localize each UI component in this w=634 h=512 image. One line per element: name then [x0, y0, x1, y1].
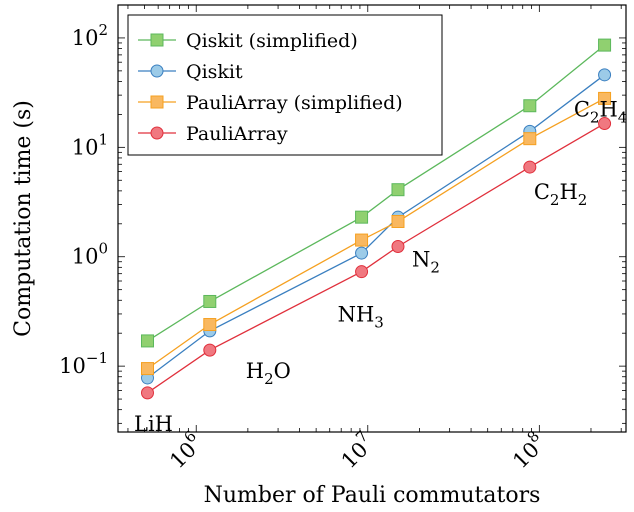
legend-label: Qiskit (simplified)	[186, 30, 358, 52]
data-point	[203, 294, 217, 308]
data-point	[391, 214, 405, 228]
molecule-label: NH3	[338, 303, 384, 332]
data-point	[391, 183, 405, 197]
label-subscript: 2	[578, 191, 588, 209]
legend-label: Qiskit	[186, 61, 243, 83]
data-point	[523, 99, 537, 113]
molecule-label: C2H4	[574, 98, 628, 127]
data-point	[523, 132, 537, 146]
legend-marker	[150, 95, 164, 109]
series-line	[147, 122, 605, 394]
legend-label: PauliArray (simplified)	[186, 92, 403, 114]
data-point	[140, 334, 154, 348]
data-point	[355, 233, 369, 247]
data-point	[140, 362, 154, 376]
legend-marker	[150, 33, 164, 47]
molecule-label: H2O	[246, 359, 291, 388]
legend-label: PauliArray	[186, 123, 288, 145]
plot-frame	[117, 4, 627, 433]
legend-item: PauliArray (simplified)	[138, 92, 403, 114]
y-tick-base: 10	[59, 354, 86, 378]
label-subscript: 2	[590, 109, 600, 127]
data-point	[598, 91, 612, 105]
series-2	[140, 91, 612, 376]
series-0	[140, 38, 612, 348]
y-tick-label: 10−1	[59, 349, 108, 378]
label-text: C	[534, 180, 550, 204]
data-point	[598, 117, 612, 131]
legend: Qiskit (simplified) Qiskit PauliArray (sim…	[127, 14, 443, 156]
series-line	[147, 74, 605, 379]
molecule-label: C2H2	[534, 180, 588, 209]
y-tick-exponent: −1	[86, 349, 108, 367]
label-text: NH	[338, 303, 375, 327]
x-tick-label: 107	[333, 427, 379, 473]
label-text: O	[274, 359, 291, 383]
data-point	[203, 318, 217, 332]
legend-box	[127, 14, 443, 156]
series-3	[140, 117, 612, 400]
data-point	[598, 68, 612, 82]
label-text: C	[574, 98, 590, 122]
data-point	[598, 38, 612, 52]
y-tick-exponent: 1	[98, 130, 108, 148]
y-tick-base: 10	[72, 135, 99, 159]
label-subscript: 4	[618, 109, 628, 127]
y-axis-label: Computation time (s)	[11, 100, 36, 337]
x-tick-label: 108	[505, 427, 551, 473]
label-subscript: 2	[430, 259, 440, 277]
data-point	[140, 386, 154, 400]
y-tick-label: 100	[72, 240, 108, 269]
y-tick-base: 10	[72, 26, 99, 50]
data-point	[355, 210, 369, 224]
legend-item: Qiskit	[138, 61, 243, 83]
label-text: H	[246, 359, 264, 383]
legend-item: PauliArray	[138, 123, 288, 145]
y-tick-exponent: 0	[98, 240, 108, 258]
label-text: H	[599, 98, 617, 122]
label-text: H	[559, 180, 577, 204]
series-layer	[140, 38, 612, 400]
legend-marker	[150, 126, 164, 140]
y-tick-base: 10	[72, 245, 99, 269]
legend-marker	[150, 64, 164, 78]
molecule-label: N2	[412, 248, 440, 277]
x-axis-label: Number of Pauli commutators	[204, 483, 541, 508]
legend-item: Qiskit (simplified)	[138, 30, 358, 52]
series-line	[147, 97, 605, 370]
data-point	[523, 160, 537, 174]
y-tick-label: 102	[72, 21, 108, 50]
data-point	[355, 265, 369, 279]
series-line	[147, 44, 606, 342]
label-subscript: 3	[374, 314, 384, 332]
label-subscript: 2	[264, 370, 274, 388]
label-subscript: 2	[550, 191, 560, 209]
y-tick-label: 101	[72, 130, 108, 159]
label-text: N	[412, 248, 430, 272]
data-point	[203, 343, 217, 357]
data-point	[355, 246, 369, 260]
data-point	[391, 240, 405, 254]
y-tick-exponent: 2	[98, 21, 108, 39]
